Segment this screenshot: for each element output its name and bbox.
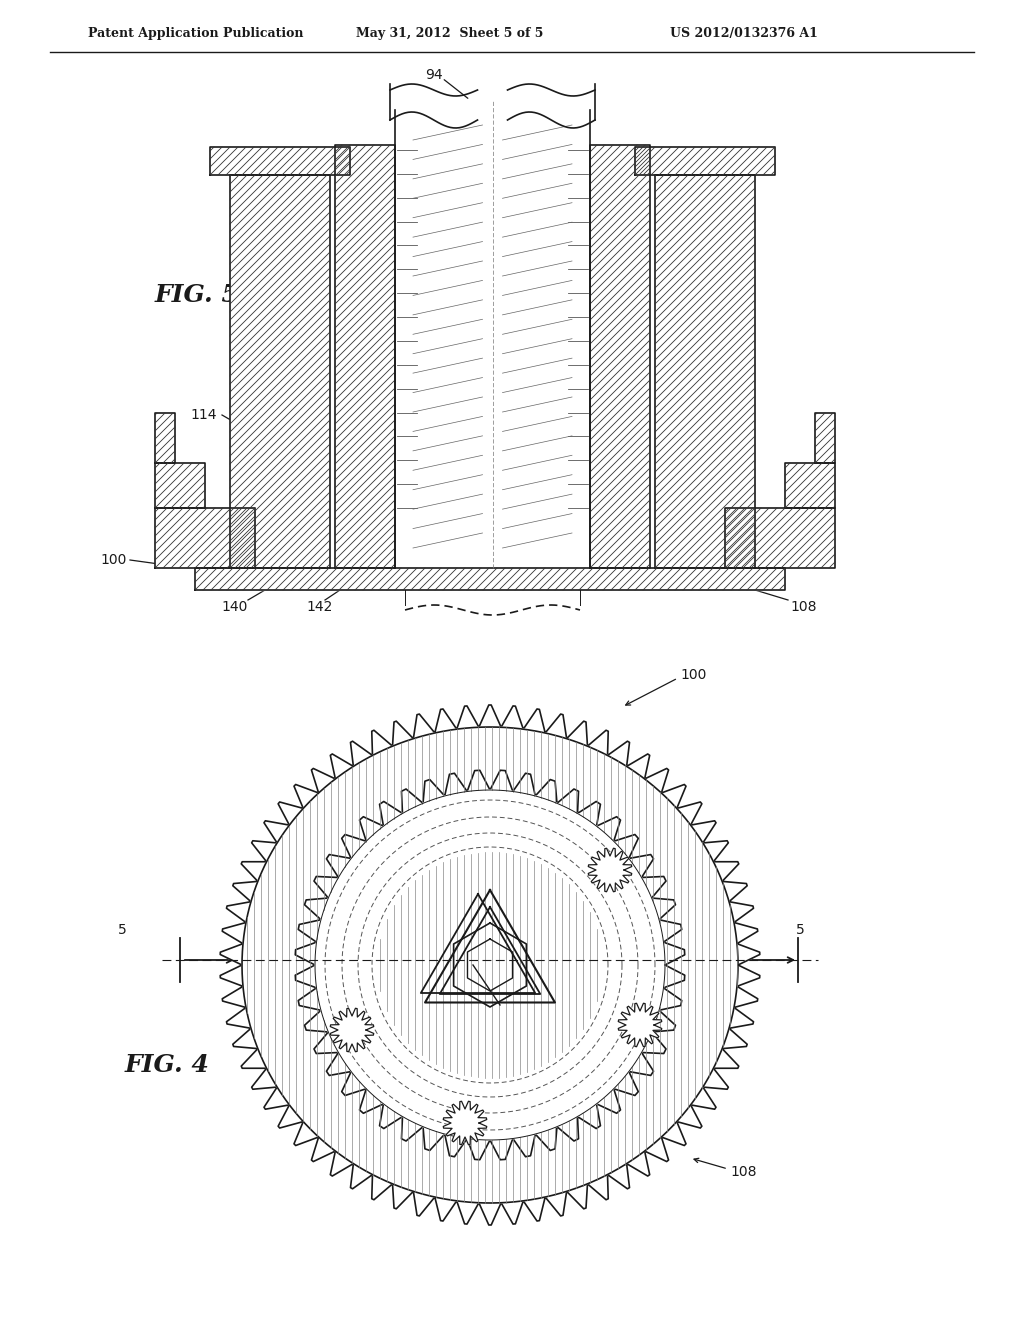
Text: 142: 142 — [307, 601, 333, 614]
Text: 5: 5 — [796, 923, 805, 937]
Polygon shape — [635, 147, 775, 176]
Text: 140: 140 — [271, 913, 295, 927]
Polygon shape — [655, 176, 755, 568]
Text: 100: 100 — [680, 668, 707, 682]
Polygon shape — [618, 1003, 662, 1047]
Polygon shape — [815, 413, 835, 463]
Text: FIG. 4: FIG. 4 — [125, 1053, 210, 1077]
Text: FIG. 5: FIG. 5 — [155, 282, 240, 308]
Text: 108: 108 — [790, 601, 816, 614]
Text: US 2012/0132376 A1: US 2012/0132376 A1 — [670, 28, 818, 41]
Text: Patent Application Publication: Patent Application Publication — [88, 28, 303, 41]
Polygon shape — [335, 145, 395, 568]
Polygon shape — [195, 568, 785, 590]
Text: 94: 94 — [354, 969, 370, 982]
Polygon shape — [395, 110, 590, 568]
Text: 114: 114 — [190, 408, 216, 422]
Polygon shape — [242, 727, 738, 1203]
Text: 5: 5 — [118, 923, 126, 937]
Polygon shape — [331, 1008, 374, 1052]
Text: 108: 108 — [730, 1166, 757, 1179]
Polygon shape — [315, 789, 665, 1140]
Polygon shape — [220, 705, 760, 1225]
Text: May 31, 2012  Sheet 5 of 5: May 31, 2012 Sheet 5 of 5 — [356, 28, 544, 41]
Polygon shape — [155, 413, 175, 463]
Polygon shape — [725, 508, 835, 568]
Polygon shape — [443, 1101, 486, 1144]
Text: 94: 94 — [425, 69, 442, 82]
Polygon shape — [210, 147, 350, 176]
Polygon shape — [590, 145, 650, 568]
Polygon shape — [785, 463, 835, 508]
Polygon shape — [230, 176, 330, 568]
Text: 140: 140 — [222, 601, 248, 614]
Polygon shape — [155, 508, 255, 568]
Polygon shape — [588, 849, 632, 892]
Text: 100: 100 — [100, 553, 126, 568]
Polygon shape — [295, 771, 685, 1160]
Polygon shape — [155, 463, 205, 508]
